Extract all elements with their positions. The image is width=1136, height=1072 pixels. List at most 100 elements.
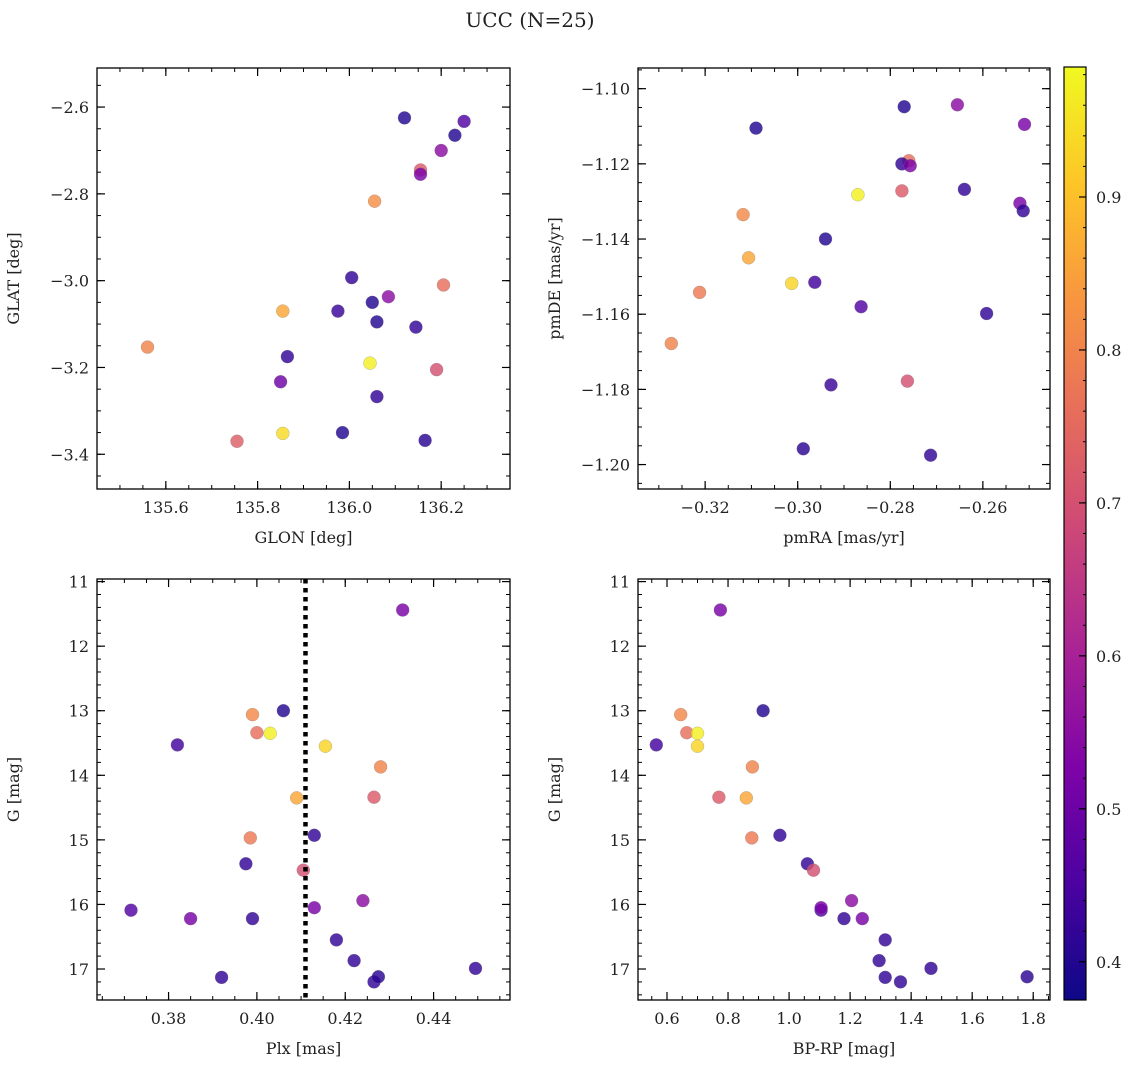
y-tick-label: 11 (69, 573, 89, 592)
data-point (448, 128, 462, 143)
y-tick-label: −1.10 (581, 80, 630, 99)
x-axis-label: Plx [mas] (266, 1039, 341, 1058)
data-point (397, 111, 412, 125)
data-point (429, 362, 444, 377)
panel-3: 0.38 0.40 0.42 0.44 11 12 13 14 15 16 17 Plx [mas] G… (4, 573, 511, 1058)
data-point (818, 232, 833, 246)
x-tick-label: 135.6 (143, 498, 189, 517)
data-point (307, 828, 321, 842)
data-point (844, 893, 859, 908)
data-point (140, 340, 155, 354)
data-point (124, 903, 138, 917)
y-tick-label: −1.16 (581, 305, 630, 324)
data-point (307, 901, 321, 915)
data-point (290, 791, 304, 805)
data-point (457, 114, 471, 129)
data-point (243, 831, 258, 845)
y-axis-label: G [mag] (4, 757, 23, 822)
data-point (365, 295, 379, 310)
y-tick-label: 15 (69, 831, 89, 850)
data-point (745, 760, 760, 774)
y-tick-label: −1.18 (581, 380, 630, 399)
data-point (690, 739, 705, 753)
x-tick-label: −0.32 (681, 498, 730, 517)
data-point (796, 442, 810, 456)
data-point (276, 426, 290, 441)
data-point (245, 911, 260, 926)
data-point (806, 863, 821, 877)
figure-title: UCC (N=25) (465, 8, 594, 32)
data-point (739, 791, 753, 805)
x-tick-label: 0.40 (239, 1009, 275, 1028)
data-point (331, 304, 345, 318)
data-point (712, 790, 726, 804)
y-tick-label: 12 (610, 637, 630, 656)
data-point (773, 828, 787, 842)
data-point (347, 953, 361, 968)
data-point (872, 953, 886, 968)
panel-1: 135.6 135.8 136.0 136.2 −3.4 −3.2 −3.0 −2.8 −2.6… (4, 67, 511, 547)
data-point (280, 349, 295, 364)
data-point (745, 831, 759, 845)
data-point (370, 389, 384, 404)
data-point (273, 375, 288, 389)
data-point (381, 290, 396, 304)
data-point (736, 207, 750, 222)
y-tick-label: 16 (610, 895, 630, 914)
y-tick-label: 13 (69, 702, 89, 721)
data-point (468, 961, 483, 976)
x-tick-label: −0.26 (958, 498, 1007, 517)
data-point (335, 425, 350, 440)
x-tick-label: 1.2 (837, 1009, 862, 1028)
data-point (649, 738, 663, 752)
data-point (924, 961, 938, 976)
data-point (1020, 970, 1034, 984)
colorbar-tick-label: 0.5 (1096, 800, 1121, 819)
data-point (367, 194, 382, 208)
y-axis-label: pmDE [mas/yr] (545, 217, 564, 340)
x-tick-label: 136.0 (326, 498, 372, 517)
data-point (367, 790, 381, 804)
x-tick-label: 135.8 (235, 498, 281, 517)
y-tick-label: 16 (69, 895, 89, 914)
colorbar-gradient (1064, 67, 1086, 1000)
x-tick-label: 0.42 (327, 1009, 363, 1028)
data-point (855, 911, 869, 926)
y-axis-label: GLAT [deg] (4, 232, 23, 324)
x-tick-label: 0.8 (715, 1009, 740, 1028)
data-point (900, 374, 915, 388)
data-point (230, 434, 244, 448)
x-tick-label: 0.6 (654, 1009, 679, 1028)
ticks (638, 579, 1050, 1000)
data-point (356, 893, 370, 908)
y-tick-label: −1.20 (581, 456, 630, 475)
x-tick-label: 1.6 (959, 1009, 984, 1028)
x-axis-label: GLON [deg] (254, 528, 352, 547)
data-point (263, 726, 277, 740)
y-tick-label: 12 (69, 637, 89, 656)
data-point (1017, 117, 1032, 132)
data-point (413, 167, 428, 182)
points (124, 603, 483, 989)
data-point (713, 603, 728, 617)
data-point (851, 187, 865, 202)
data-point (893, 975, 908, 989)
data-point (434, 143, 448, 158)
data-point (276, 304, 290, 318)
x-axis-label: pmRA [mas/yr] (783, 528, 905, 547)
x-tick-label: −0.30 (773, 498, 822, 517)
panel-4: 0.6 0.8 1.0 1.2 1.4 1.6 1.8 11 12 13 14 15 16 17 BP-RP… (545, 573, 1051, 1058)
data-point (979, 306, 994, 321)
data-point (749, 121, 763, 135)
points (664, 98, 1032, 462)
y-tick-label: 17 (69, 960, 89, 979)
data-point (436, 278, 451, 292)
data-point (957, 182, 972, 197)
y-tick-label: −1.14 (581, 230, 630, 249)
data-point (950, 98, 965, 112)
y-axis-label: G [mag] (545, 757, 564, 822)
y-tick-label: 13 (610, 702, 630, 721)
data-point (785, 276, 799, 291)
axes-frame (96, 67, 511, 490)
